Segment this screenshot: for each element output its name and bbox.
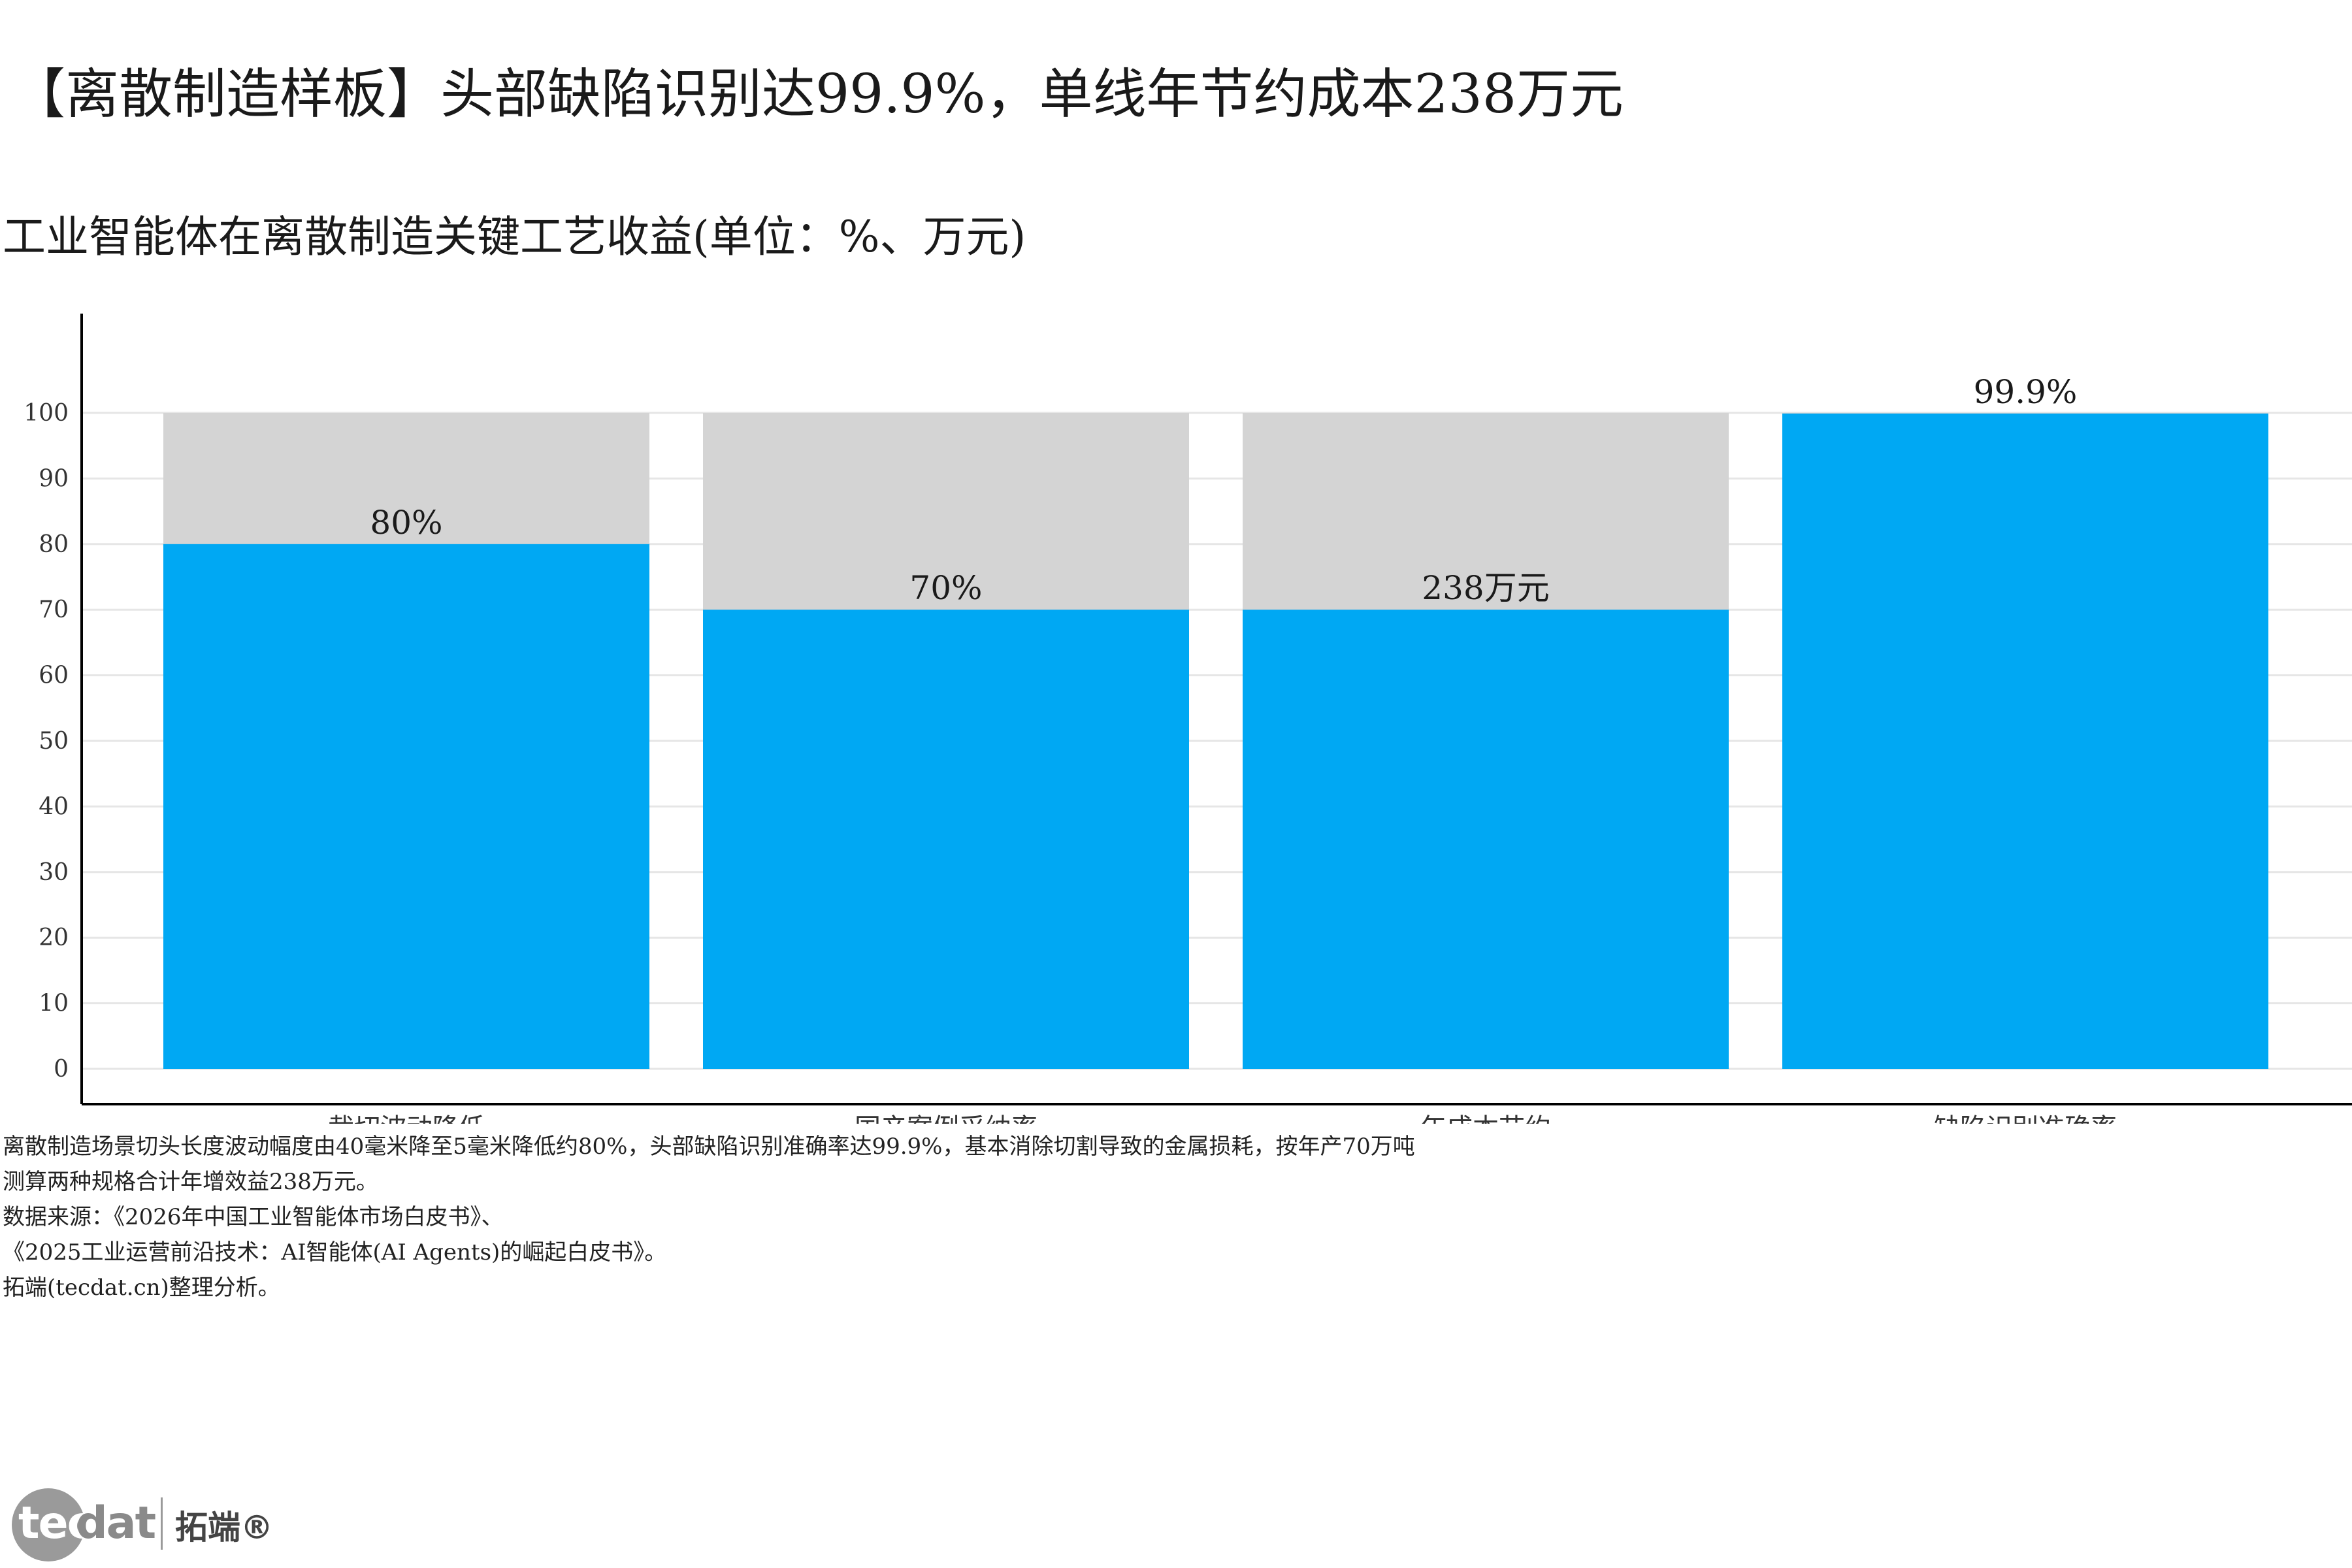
- data-label: 70%: [909, 569, 982, 607]
- y-tick-label: 30: [39, 859, 69, 886]
- y-tick-label: 10: [39, 990, 69, 1017]
- logo-text-cn: 拓端®: [175, 1509, 273, 1546]
- x-tick-label: 国产案例采纳率: [855, 1113, 1037, 1124]
- y-tick-label: 0: [54, 1056, 69, 1083]
- y-tick-label: 70: [39, 596, 69, 623]
- bar: [1243, 610, 1729, 1069]
- y-tick-label: 20: [39, 924, 69, 951]
- source-line-2: 《2025工业运营前沿技术：AI智能体(AI Agents)的崛起白皮书》。: [3, 1239, 667, 1266]
- logo-separator: [161, 1497, 163, 1550]
- y-tick-label: 100: [24, 400, 69, 427]
- y-tick-label: 90: [39, 465, 69, 492]
- bar-chart: 0 10 20 30 40 50 60 70 80 90 100 80% 裁切波动降低 70% 国产案例采纳…: [24, 314, 2352, 1124]
- x-tick-label: 年成本节约: [1420, 1113, 1551, 1124]
- note-line-1: 离散制造场景切头长度波动幅度由40毫米降至5毫米降低约80%，头部缺陷识别准确率…: [3, 1134, 1415, 1160]
- y-tick-label: 50: [39, 728, 69, 755]
- data-label: 238万元: [1422, 569, 1549, 607]
- x-tick-label: 缺陷识别准确率: [1934, 1113, 2117, 1124]
- data-label: 80%: [370, 504, 442, 542]
- bar: [163, 544, 649, 1069]
- chart-title: 工业智能体在离散制造关键工艺收益(单位：%、万元): [3, 212, 1026, 262]
- bar: [703, 610, 1189, 1069]
- source-line-1: 数据来源：《2026年中国工业智能体市场白皮书》、: [3, 1204, 504, 1230]
- y-tick-label: 60: [39, 662, 69, 689]
- x-tick-label: 裁切波动降低: [328, 1113, 485, 1124]
- data-label: 99.9%: [1974, 373, 2078, 411]
- logo-text-tec: tec: [18, 1497, 93, 1549]
- page-title: 【离散制造样板】头部缺陷识别达99.9%，单线年节约成本238万元: [12, 63, 1624, 125]
- source-line-3: 拓端(tecdat.cn)整理分析。: [3, 1275, 280, 1301]
- chart-notes: 离散制造场景切头长度波动幅度由40毫米降至5毫米降低约80%，头部缺陷识别准确率…: [3, 1129, 1415, 1305]
- logo-circle: [12, 1488, 85, 1561]
- y-tick-label: 80: [39, 531, 69, 558]
- logo-text-dat: dat: [76, 1497, 156, 1549]
- note-line-2: 测算两种规格合计年增效益238万元。: [3, 1169, 378, 1195]
- bar: [1782, 414, 2268, 1069]
- y-tick-label: 40: [39, 793, 69, 820]
